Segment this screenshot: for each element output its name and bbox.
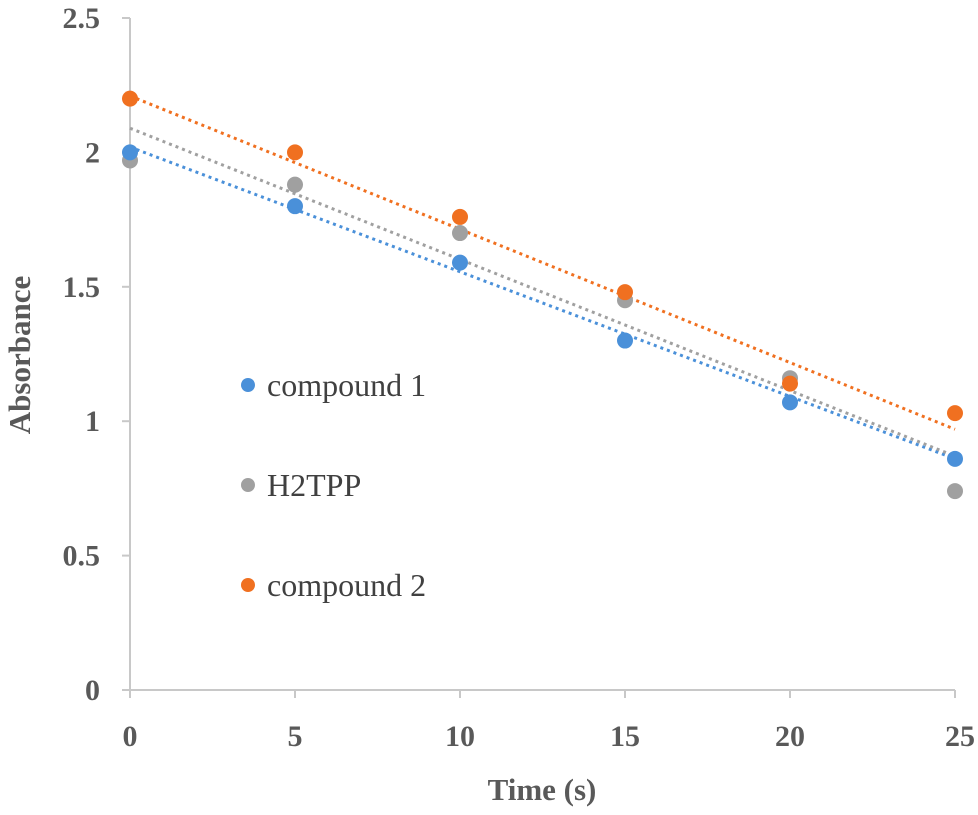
point-compound-1 [287,198,303,215]
y-tick-label: 0 [85,674,100,707]
y-tick-label: 0.5 [63,540,101,573]
legend-marker-h2tpp [241,478,255,492]
x-tick-label: 15 [610,720,640,753]
trendline-compound-2 [129,94,956,431]
legend-label-compound-2: compound 2 [267,567,426,603]
x-tick-label: 10 [445,720,475,753]
trendline-h2tpp [129,126,956,458]
trendline-compound-1 [129,145,956,461]
x-tick-label: 20 [775,720,805,753]
point-compound-2 [782,375,798,392]
x-tick-label: 5 [288,720,303,753]
x-axis-title: Time (s) [488,772,597,807]
point-h2tpp [452,225,468,242]
y-axis-title: Absorbance [2,276,37,434]
y-tick-label: 1.5 [63,271,101,304]
point-compound-1 [452,254,468,271]
legend-marker-compound-2 [241,578,255,592]
point-h2tpp [947,483,963,500]
point-compound-2 [122,90,138,107]
point-compound-2 [617,284,633,301]
point-compound-1 [122,144,138,161]
trendlines [129,94,956,461]
legend: compound 1 H2TPP compound 2 [241,367,426,603]
point-compound-2 [947,405,963,422]
legend-marker-compound-1 [241,378,255,392]
point-compound-1 [617,332,633,349]
point-compound-2 [452,208,468,225]
y-tick-label: 1 [85,405,100,438]
y-tick-label: 2.5 [63,2,101,35]
legend-label-compound-1: compound 1 [267,367,426,403]
x-tick-label: 0 [123,720,138,753]
legend-label-h2tpp: H2TPP [267,467,361,503]
point-h2tpp [287,176,303,193]
point-compound-1 [782,394,798,411]
y-tick-label: 2 [85,136,100,169]
point-compound-1 [947,450,963,467]
x-tick-label: 25 [945,720,975,753]
point-compound-2 [287,144,303,161]
axis-ticks: 0 0.5 1 1.5 2 2.5 0 5 10 15 20 25 [63,2,976,753]
data-points [122,90,963,500]
